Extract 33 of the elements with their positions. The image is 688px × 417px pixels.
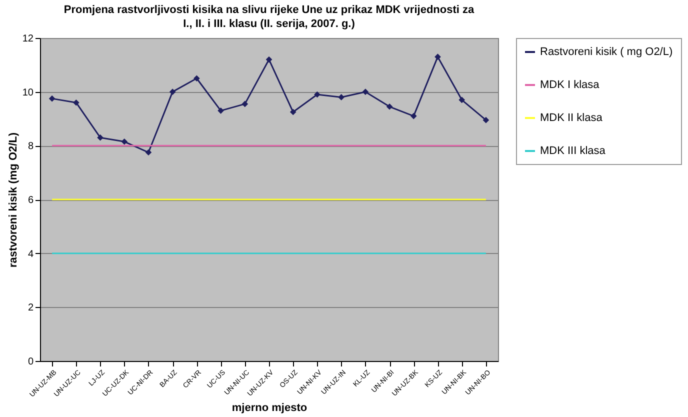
point (242, 100, 248, 108)
point (97, 134, 104, 141)
legend-label: MDK I klasa (540, 79, 600, 91)
y-tick-label: 12 (22, 34, 34, 44)
point (338, 94, 344, 100)
point (290, 108, 296, 116)
point (362, 88, 369, 95)
chart-title: Promjena rastvorljivosti kisika na slivu rijeke Une uz prikaz MDK vrijednosti za I., II. i III. klasu (II. serija, 2007. g.) (64, 4, 475, 30)
point (266, 56, 272, 63)
point (386, 103, 393, 110)
point (145, 149, 152, 156)
legend-label: Rastvoreni kisik ( mg O2/L) (540, 46, 673, 58)
point (194, 75, 200, 82)
point (121, 138, 128, 145)
y-tick-label: 10 (22, 87, 34, 98)
x-axis-title: mjerno mjesto (232, 402, 308, 414)
legend-label: MDK III klasa (540, 145, 606, 157)
y-tick-label: 8 (28, 141, 34, 152)
y-tick-label: 0 (28, 356, 34, 368)
point (410, 112, 417, 120)
point (72, 99, 80, 106)
point (218, 108, 224, 114)
point (434, 54, 441, 60)
point (482, 116, 490, 124)
point (458, 96, 466, 104)
point (48, 95, 56, 102)
point (169, 88, 176, 95)
y-axis-title: rastvoreni kisik (mg O2/L) (7, 132, 20, 268)
y-tick-label: 4 (28, 248, 34, 260)
y-tick-label: 6 (28, 195, 34, 206)
point (314, 91, 320, 98)
y-tick-label: 2 (28, 302, 34, 314)
legend-label: MDK II klasa (540, 112, 604, 124)
